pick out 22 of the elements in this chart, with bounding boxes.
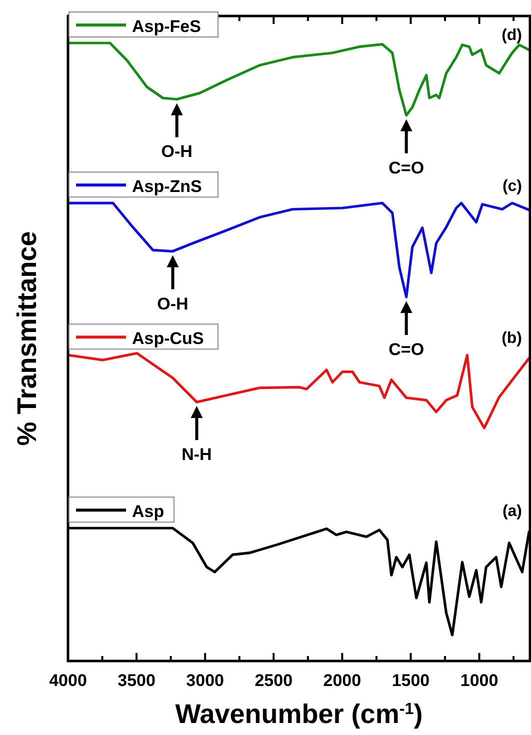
annotation: C=O: [388, 158, 424, 178]
legend-label: Asp-ZnS: [132, 177, 202, 196]
x-tick-label: 1500: [392, 671, 430, 690]
annotation: (b): [502, 330, 522, 348]
x-tick-label: 3500: [118, 671, 156, 690]
x-axis-title: Wavenumber (cm$^{-1}$): [175, 699, 423, 729]
annotation: N-H: [182, 445, 212, 464]
legend-label: Asp-CuS: [132, 329, 204, 348]
annotation: C=O: [388, 340, 424, 359]
x-tick-label: 3000: [186, 671, 224, 690]
x-tick-label: 2500: [254, 671, 293, 690]
legend-label: Asp-FeS: [132, 17, 201, 36]
x-tick-label: 2000: [323, 671, 362, 690]
annotation: (a): [502, 503, 522, 520]
y-axis-title: % Transmittance: [12, 231, 42, 446]
annotation: O-H: [161, 142, 192, 162]
legend-label: Asp: [132, 502, 164, 522]
x-tick-label: 1000: [460, 671, 498, 690]
annotation: (d): [502, 27, 522, 44]
annotation: (c): [502, 178, 522, 196]
x-tick-label: 4000: [49, 671, 87, 690]
annotation: O-H: [157, 294, 188, 314]
